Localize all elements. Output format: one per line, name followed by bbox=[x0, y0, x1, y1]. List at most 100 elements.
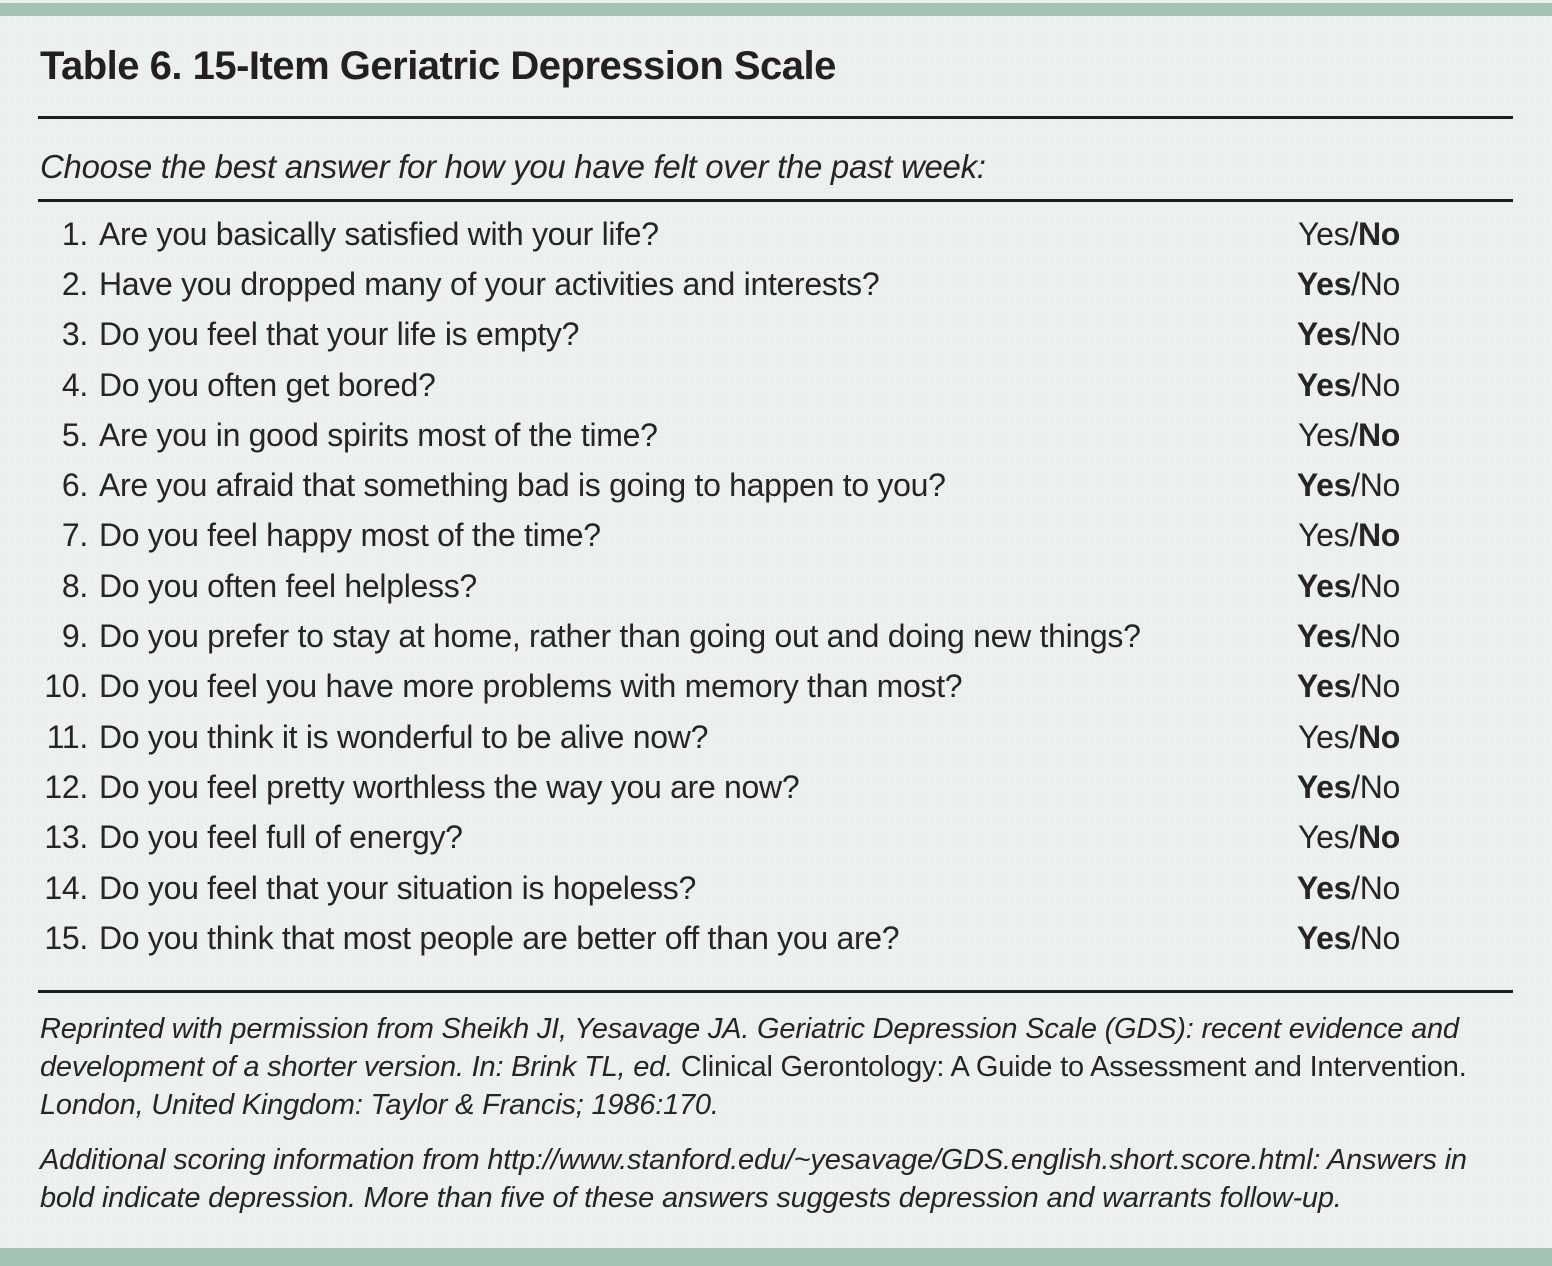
answer-options: Yes/No bbox=[1297, 266, 1400, 303]
answer-options: Yes/No bbox=[1297, 920, 1400, 957]
question-number: 5. bbox=[61, 416, 88, 453]
answer-no: No bbox=[1359, 919, 1401, 956]
question-text: Do you feel you have more problems with … bbox=[99, 668, 963, 705]
answer-yes: Yes bbox=[1298, 215, 1350, 252]
answer-separator: / bbox=[1351, 316, 1360, 353]
question-list: 1. Are you basically satisfied with your… bbox=[38, 209, 1513, 963]
answer-separator: / bbox=[1351, 919, 1360, 956]
question-number: 10. bbox=[44, 668, 88, 705]
question-text: Do you feel full of energy? bbox=[99, 819, 463, 856]
answer-options: Yes/No bbox=[1297, 467, 1400, 504]
question-row: 4. Do you often get bored? Yes/No bbox=[38, 360, 1513, 410]
footnote-text-italic: Reprinted with permission from Sheikh JI… bbox=[40, 1013, 1459, 1083]
question-text: Do you feel pretty worthless the way you… bbox=[99, 768, 800, 805]
question-row: 14. Do you feel that your situation is h… bbox=[38, 863, 1513, 913]
answer-no: No bbox=[1359, 869, 1401, 906]
question-row: 9. Do you prefer to stay at home, rather… bbox=[38, 611, 1513, 661]
question-text: Do you feel that your situation is hopel… bbox=[99, 869, 696, 906]
answer-yes: Yes bbox=[1296, 366, 1352, 403]
question-text: Do you feel that your life is empty? bbox=[99, 316, 580, 353]
answer-options: Yes/No bbox=[1297, 870, 1400, 907]
answer-no: No bbox=[1359, 768, 1401, 805]
answer-separator: / bbox=[1349, 416, 1358, 453]
answer-yes: Yes bbox=[1296, 567, 1352, 604]
answer-separator: / bbox=[1351, 869, 1360, 906]
question-text: Have you dropped many of your activities… bbox=[99, 265, 880, 302]
question-number: 11. bbox=[46, 718, 89, 755]
question-text: Do you think that most people are better… bbox=[99, 919, 900, 956]
answer-separator: / bbox=[1349, 517, 1358, 554]
answer-yes: Yes bbox=[1298, 718, 1350, 755]
question-text: Do you often get bored? bbox=[99, 366, 436, 403]
answer-separator: / bbox=[1349, 718, 1358, 755]
question-text: Do you think it is wonderful to be alive… bbox=[99, 718, 709, 755]
answer-options: Yes/No bbox=[1298, 216, 1400, 253]
question-text: Are you afraid that something bad is goi… bbox=[99, 467, 946, 504]
answer-yes: Yes bbox=[1298, 517, 1350, 554]
answer-options: Yes/No bbox=[1297, 316, 1400, 353]
question-text: Are you in good spirits most of the time… bbox=[99, 416, 658, 453]
answer-no: No bbox=[1359, 316, 1401, 353]
answer-options: Yes/No bbox=[1297, 668, 1400, 705]
question-number: 12. bbox=[44, 768, 88, 805]
answer-no: No bbox=[1357, 215, 1400, 252]
footnotes: Reprinted with permission from Sheikh JI… bbox=[40, 1010, 1513, 1234]
question-number: 14. bbox=[44, 869, 88, 906]
answer-options: Yes/No bbox=[1298, 719, 1400, 756]
question-number: 4. bbox=[61, 366, 88, 403]
question-row: 3. Do you feel that your life is empty? … bbox=[38, 310, 1513, 360]
answer-yes: Yes bbox=[1296, 618, 1352, 655]
question-row: 7. Do you feel happy most of the time? Y… bbox=[38, 511, 1513, 561]
answer-separator: / bbox=[1351, 668, 1360, 705]
answer-options: Yes/No bbox=[1298, 417, 1400, 454]
question-row: 2. Have you dropped many of your activit… bbox=[38, 259, 1513, 309]
answer-no: No bbox=[1359, 265, 1401, 302]
answer-no: No bbox=[1357, 517, 1400, 554]
footnote-text-italic: Additional scoring information from http… bbox=[40, 1144, 1467, 1214]
question-number: 8. bbox=[61, 567, 88, 604]
question-row: 12. Do you feel pretty worthless the way… bbox=[38, 762, 1513, 812]
divider-under-title bbox=[38, 116, 1513, 119]
answer-no: No bbox=[1357, 718, 1400, 755]
question-text: Do you feel happy most of the time? bbox=[99, 517, 601, 554]
answer-no: No bbox=[1357, 819, 1400, 856]
footnote-text-italic: London, United Kingdom: Taylor & Francis… bbox=[40, 1089, 719, 1121]
answer-separator: / bbox=[1349, 215, 1358, 252]
answer-options: Yes/No bbox=[1298, 819, 1400, 856]
question-number: 13. bbox=[44, 819, 88, 856]
answer-separator: / bbox=[1351, 467, 1360, 504]
instruction-text: Choose the best answer for how you have … bbox=[40, 148, 986, 185]
question-number: 9. bbox=[61, 618, 88, 655]
footnote-paragraph: Additional scoring information from http… bbox=[40, 1141, 1513, 1217]
divider-above-footnotes bbox=[38, 990, 1513, 993]
bottom-accent-bar bbox=[0, 1248, 1552, 1266]
answer-options: Yes/No bbox=[1297, 769, 1400, 806]
answer-yes: Yes bbox=[1296, 919, 1352, 956]
answer-separator: / bbox=[1351, 768, 1360, 805]
question-text: Do you prefer to stay at home, rather th… bbox=[99, 618, 1141, 655]
question-number: 1. bbox=[61, 215, 88, 252]
question-row: 8. Do you often feel helpless? Yes/No bbox=[38, 561, 1513, 611]
answer-options: Yes/No bbox=[1298, 517, 1400, 554]
answer-no: No bbox=[1359, 618, 1401, 655]
question-text: Do you often feel helpless? bbox=[99, 567, 477, 604]
answer-yes: Yes bbox=[1296, 316, 1352, 353]
answer-no: No bbox=[1359, 467, 1401, 504]
answer-no: No bbox=[1357, 416, 1400, 453]
top-accent-bar bbox=[0, 3, 1552, 16]
divider-under-instruction bbox=[38, 199, 1513, 202]
question-row: 15. Do you think that most people are be… bbox=[38, 913, 1513, 963]
answer-no: No bbox=[1359, 567, 1401, 604]
answer-yes: Yes bbox=[1296, 668, 1352, 705]
answer-options: Yes/No bbox=[1297, 367, 1400, 404]
answer-no: No bbox=[1359, 366, 1401, 403]
question-number: 3. bbox=[61, 316, 88, 353]
question-text: Are you basically satisfied with your li… bbox=[99, 215, 659, 252]
question-number: 15. bbox=[44, 919, 88, 956]
question-row: 5. Are you in good spirits most of the t… bbox=[38, 410, 1513, 460]
question-number: 7. bbox=[61, 517, 88, 554]
question-row: 10. Do you feel you have more problems w… bbox=[38, 662, 1513, 712]
answer-separator: / bbox=[1351, 366, 1360, 403]
answer-separator: / bbox=[1351, 618, 1360, 655]
